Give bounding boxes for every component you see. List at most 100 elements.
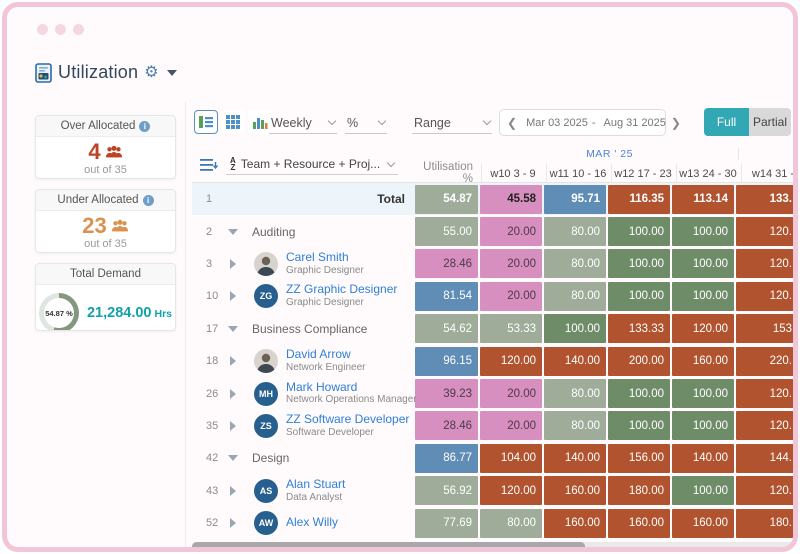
expand-resource-icon[interactable]: [230, 420, 236, 431]
utilisation-value-cell[interactable]: 54.62: [415, 314, 478, 344]
horizontal-scrollbar-track[interactable]: [192, 542, 793, 547]
group-name[interactable]: Auditing: [252, 224, 296, 239]
utilisation-value-cell[interactable]: 96.15: [415, 346, 478, 376]
week-value-cell[interactable]: 200.00: [608, 346, 670, 376]
granularity-select[interactable]: Weekly: [269, 112, 337, 134]
week-value-cell[interactable]: 120.: [736, 411, 793, 441]
week-value-cell[interactable]: 156.00: [608, 443, 670, 473]
week-value-cell[interactable]: 160.00: [544, 476, 606, 506]
week-value-cell[interactable]: 53.33: [480, 314, 542, 344]
week-value-cell[interactable]: 80.00: [544, 411, 606, 441]
week-value-cell[interactable]: 113.14: [672, 184, 734, 214]
week-value-cell[interactable]: 220.: [736, 346, 793, 376]
expand-resource-icon[interactable]: [230, 356, 236, 367]
week-value-cell[interactable]: 180.: [736, 508, 793, 538]
horizontal-scrollbar-thumb[interactable]: [192, 542, 585, 547]
week-value-cell[interactable]: 100.00: [672, 379, 734, 409]
week-value-cell[interactable]: 95.71: [544, 184, 606, 214]
group-name[interactable]: Design: [252, 451, 290, 466]
utilisation-value-cell[interactable]: 39.23: [415, 379, 478, 409]
week-value-cell[interactable]: 140.00: [544, 346, 606, 376]
week-value-cell[interactable]: 153: [736, 314, 793, 344]
week-value-cell[interactable]: 100.00: [672, 281, 734, 311]
week-value-cell[interactable]: 100.00: [608, 411, 670, 441]
range-select[interactable]: Range: [412, 112, 492, 134]
resource-name-link[interactable]: Alan Stuart: [286, 476, 346, 491]
week-value-cell[interactable]: 100.00: [608, 217, 670, 247]
prev-period-button[interactable]: ❮: [507, 115, 518, 130]
week-value-cell[interactable]: 100.00: [672, 249, 734, 279]
collapse-group-icon[interactable]: [228, 325, 238, 332]
week-value-cell[interactable]: 80.00: [544, 379, 606, 409]
full-toggle-button[interactable]: Full: [704, 108, 749, 136]
week-value-cell[interactable]: 104.00: [480, 443, 542, 473]
view-grid-button[interactable]: [221, 110, 245, 134]
resource-name-link[interactable]: Alex Willy: [286, 515, 339, 530]
week-value-cell[interactable]: 120.: [736, 379, 793, 409]
view-chart-button[interactable]: [248, 110, 272, 134]
settings-caret-icon[interactable]: [166, 69, 177, 76]
week-value-cell[interactable]: 100.00: [608, 281, 670, 311]
week-value-cell[interactable]: 160.00: [544, 508, 606, 538]
week-value-cell[interactable]: 80.00: [544, 281, 606, 311]
week-value-cell[interactable]: 45.58: [480, 184, 542, 214]
week-value-cell[interactable]: 120.: [736, 476, 793, 506]
expand-resource-icon[interactable]: [230, 485, 236, 496]
unit-select[interactable]: %: [345, 112, 387, 134]
week-value-cell[interactable]: 100.00: [608, 379, 670, 409]
resource-name-link[interactable]: Carel Smith: [286, 250, 349, 265]
week-value-cell[interactable]: 100.00: [672, 217, 734, 247]
utilisation-value-cell[interactable]: 28.46: [415, 411, 478, 441]
week-value-cell[interactable]: 180.00: [608, 476, 670, 506]
expand-resource-icon[interactable]: [230, 291, 236, 302]
week-value-cell[interactable]: 116.35: [608, 184, 670, 214]
week-value-cell[interactable]: 120.00: [672, 314, 734, 344]
next-period-button[interactable]: ❯: [670, 115, 681, 130]
expand-resource-icon[interactable]: [230, 518, 236, 529]
utilisation-value-cell[interactable]: 54.87: [415, 184, 478, 214]
week-value-cell[interactable]: 100.00: [672, 476, 734, 506]
utilisation-value-cell[interactable]: 55.00: [415, 217, 478, 247]
week-value-cell[interactable]: 20.00: [480, 217, 542, 247]
utilisation-value-cell[interactable]: 86.77: [415, 443, 478, 473]
info-icon[interactable]: i: [139, 120, 151, 132]
resource-name-link[interactable]: ZZ Software Developer: [286, 412, 410, 427]
expand-resource-icon[interactable]: [230, 388, 236, 399]
week-value-cell[interactable]: 133.33: [608, 314, 670, 344]
view-schedule-button[interactable]: [194, 110, 218, 134]
resource-name-link[interactable]: ZZ Graphic Designer: [286, 282, 398, 297]
utilisation-value-cell[interactable]: 81.54: [415, 281, 478, 311]
week-value-cell[interactable]: 160.00: [672, 346, 734, 376]
week-value-cell[interactable]: 100.00: [608, 249, 670, 279]
week-value-cell[interactable]: 80.00: [544, 217, 606, 247]
utilisation-value-cell[interactable]: 77.69: [415, 508, 478, 538]
utilisation-value-cell[interactable]: 56.92: [415, 476, 478, 506]
week-value-cell[interactable]: 20.00: [480, 379, 542, 409]
week-value-cell[interactable]: 133.: [736, 184, 793, 214]
week-value-cell[interactable]: 160.00: [672, 508, 734, 538]
week-value-cell[interactable]: 140.00: [672, 443, 734, 473]
settings-gear-icon[interactable]: ⚙: [144, 63, 159, 81]
partial-toggle-button[interactable]: Partial: [749, 108, 791, 136]
date-to[interactable]: Aug 31 2025: [603, 116, 666, 129]
week-value-cell[interactable]: 80.00: [480, 508, 542, 538]
week-value-cell[interactable]: 120.: [736, 281, 793, 311]
week-value-cell[interactable]: 20.00: [480, 281, 542, 311]
week-value-cell[interactable]: 140.00: [544, 443, 606, 473]
resource-name-link[interactable]: David Arrow: [286, 347, 351, 362]
week-value-cell[interactable]: 120.00: [480, 346, 542, 376]
group-name[interactable]: Business Compliance: [252, 321, 368, 336]
week-value-cell[interactable]: 100.00: [544, 314, 606, 344]
date-from[interactable]: Mar 03 2025: [526, 116, 588, 129]
collapse-group-icon[interactable]: [228, 455, 238, 462]
week-value-cell[interactable]: 144.: [736, 443, 793, 473]
expand-resource-icon[interactable]: [230, 258, 236, 269]
info-icon[interactable]: i: [142, 194, 154, 206]
week-value-cell[interactable]: 20.00: [480, 249, 542, 279]
week-value-cell[interactable]: 120.: [736, 249, 793, 279]
week-value-cell[interactable]: 160.00: [608, 508, 670, 538]
week-value-cell[interactable]: 20.00: [480, 411, 542, 441]
utilisation-value-cell[interactable]: 28.46: [415, 249, 478, 279]
resource-name-link[interactable]: Mark Howard: [286, 379, 358, 394]
